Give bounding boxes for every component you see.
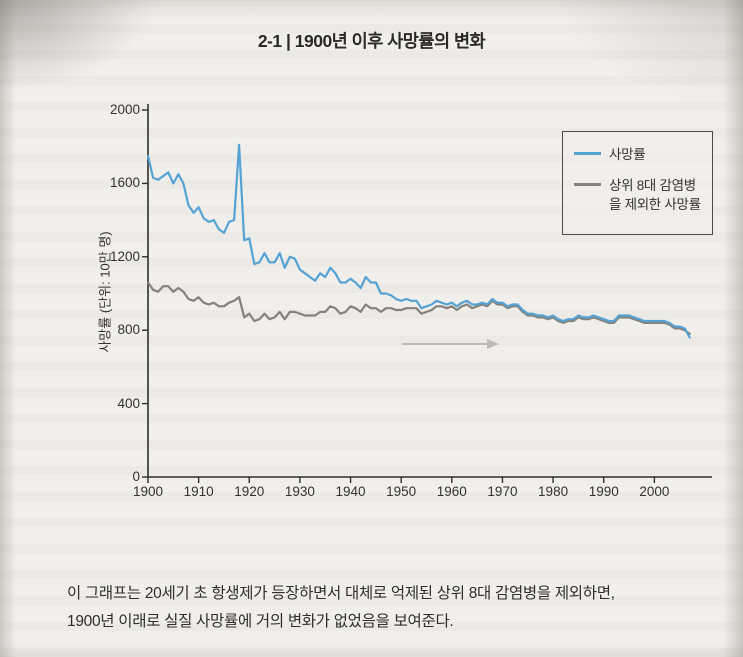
legend-label-mortality: 사망률 bbox=[609, 147, 646, 162]
x-tick-label: 1990 bbox=[588, 484, 619, 499]
x-tick-label: 1940 bbox=[335, 484, 366, 499]
x-tick-label: 1910 bbox=[183, 484, 214, 499]
x-tick-label: 1970 bbox=[487, 484, 518, 499]
x-tick-label: 1960 bbox=[436, 484, 467, 499]
caption-line-2: 1900년 이래로 실질 사망률에 거의 변화가 없었음을 보여준다. bbox=[67, 612, 454, 630]
chart-legend: 사망률 상위 8대 감염병을 제외한 사망률 bbox=[562, 131, 713, 235]
figure-title: 2-1 | 1900년 이후 사망률의 변화 bbox=[257, 31, 486, 51]
y-tick-label: 0 bbox=[132, 469, 140, 484]
y-tick-label: 400 bbox=[117, 395, 140, 411]
legend-label-excluding-infectious: 상위 8대 감염병을 제외한 사망률 bbox=[609, 177, 701, 213]
caption-line-1: 이 그래프는 20세기 초 항생제가 등장하면서 대체로 억제된 상위 8대 감… bbox=[67, 585, 615, 602]
legend-line-sample-mortality bbox=[574, 152, 601, 155]
figure-caption: 이 그래프는 20세기 초 항생제가 등장하면서 대체로 억제된 상위 8대 감… bbox=[67, 580, 707, 635]
x-tick-label: 1900 bbox=[132, 484, 164, 499]
y-tick-label: 2000 bbox=[109, 102, 140, 117]
x-tick-label: 1950 bbox=[386, 484, 417, 499]
legend-item-mortality: 사망률 bbox=[574, 145, 702, 165]
x-tick-label: 1980 bbox=[538, 484, 569, 499]
legend-item-excluding-infectious: 상위 8대 감염병을 제외한 사망률 bbox=[574, 176, 702, 215]
y-axis-title: 사망률 (단위: 10만 명) bbox=[97, 231, 113, 353]
y-tick-label: 1600 bbox=[109, 175, 140, 191]
x-tick-label: 2000 bbox=[639, 484, 670, 499]
x-tick-label: 1920 bbox=[234, 484, 265, 499]
x-tick-label: 1930 bbox=[284, 484, 315, 499]
legend-line-sample-excluding-infectious bbox=[574, 182, 601, 186]
